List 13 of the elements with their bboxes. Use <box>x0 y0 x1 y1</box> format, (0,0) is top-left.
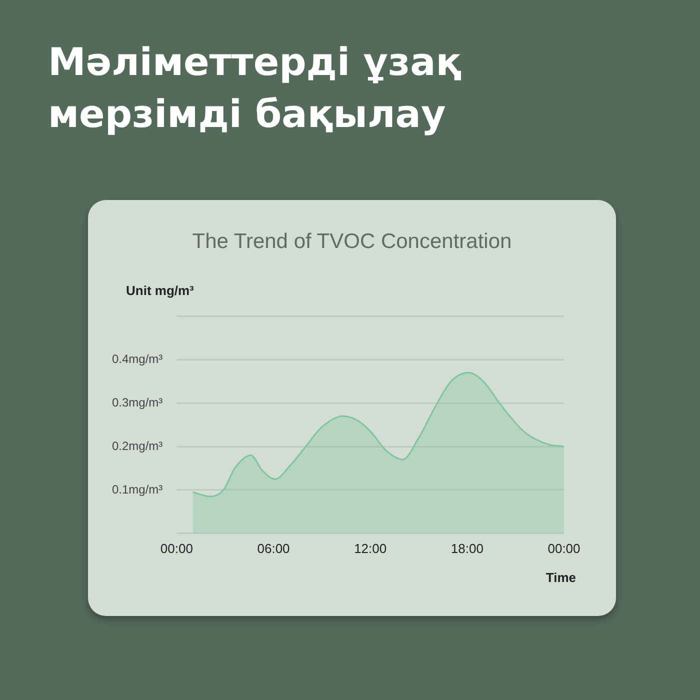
x-tick-label: 12:00 <box>354 540 387 556</box>
x-tick-label: 00:00 <box>548 540 580 556</box>
chart-title: Мәліметтерді ұзақ мерзімді бақылау <box>48 39 463 138</box>
x-tick-label: 00:00 <box>160 540 193 556</box>
x-tick-label: 18:00 <box>450 540 484 556</box>
x-tick-label: 06:00 <box>257 540 290 556</box>
y-tick-label: 0.1mg/m³ <box>112 482 163 496</box>
x-axis-title: Time <box>546 570 576 585</box>
y-axis-title: Unit mg/m³ <box>126 283 194 298</box>
y-tick-label: 0.4mg/m³ <box>112 352 163 366</box>
y-tick-label: 0.2mg/m³ <box>112 438 163 453</box>
chart-subtitle: The Trend of TVOC Concentration <box>191 230 513 254</box>
y-tick-label: 0.3mg/m³ <box>112 395 163 410</box>
